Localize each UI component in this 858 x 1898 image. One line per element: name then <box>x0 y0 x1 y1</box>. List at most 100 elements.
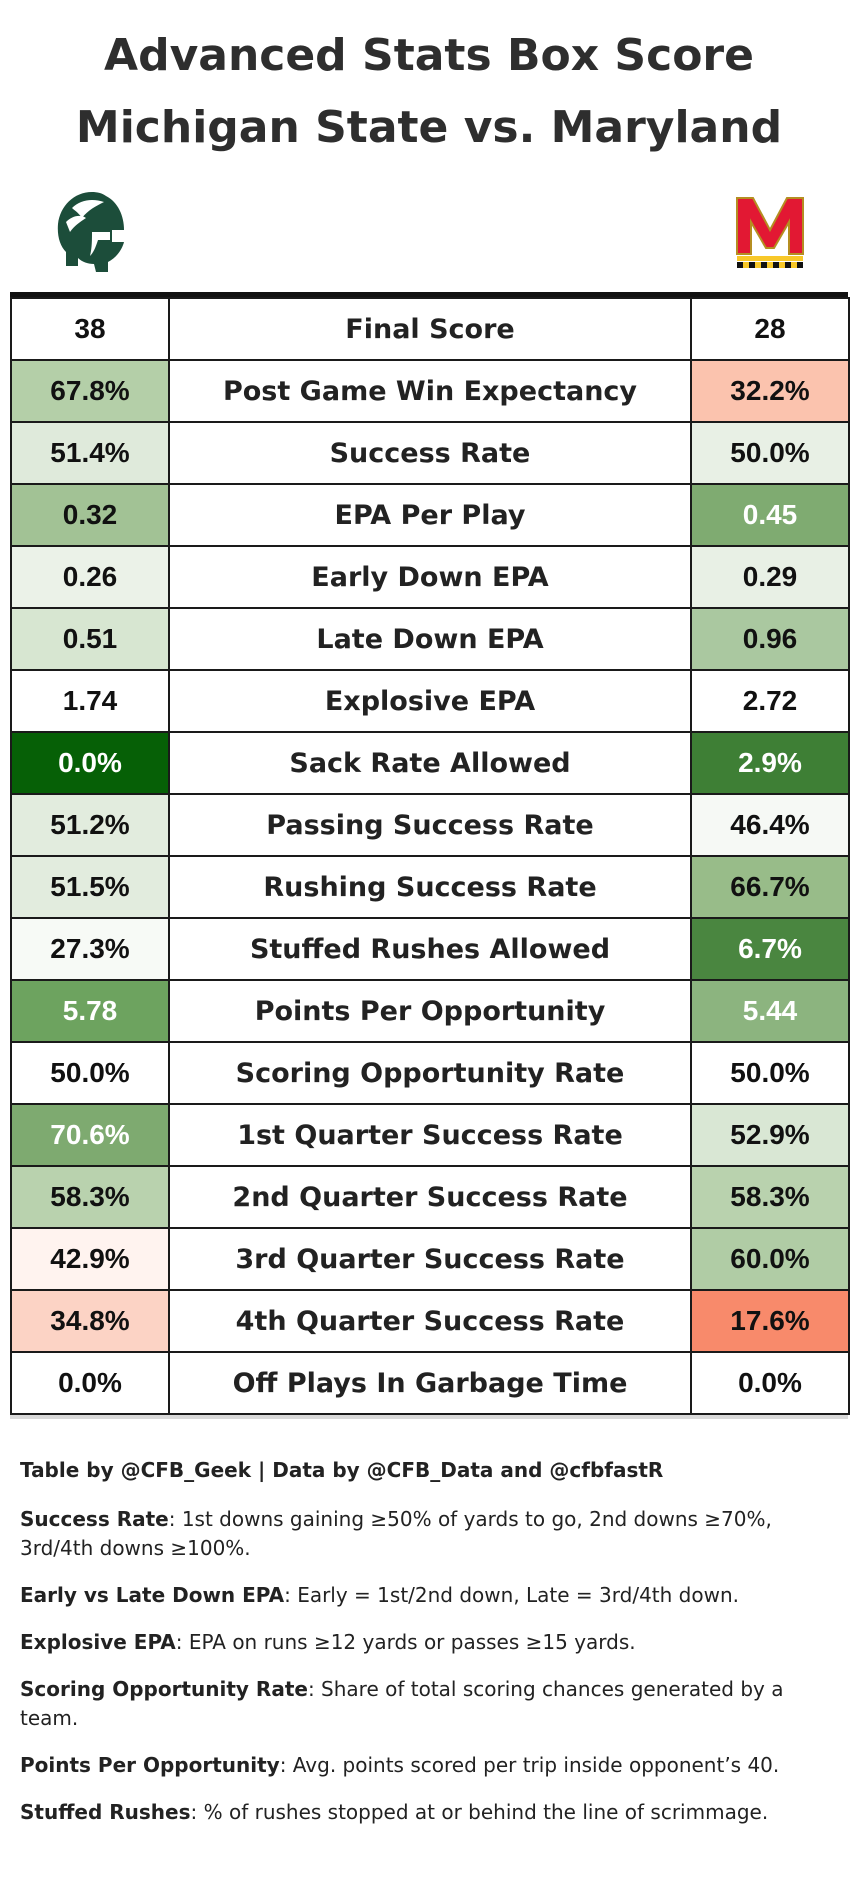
michigan-state-value: 0.51 <box>10 607 170 671</box>
maryland-value: 52.9% <box>690 1103 850 1167</box>
table-row: 27.3% Stuffed Rushes Allowed 6.7% <box>10 917 850 981</box>
stat-label: Success Rate <box>168 421 692 485</box>
table-row: 58.3% 2nd Quarter Success Rate 58.3% <box>10 1165 850 1229</box>
table-row: 0.0% Off Plays In Garbage Time 0.0% <box>10 1351 850 1415</box>
table-top-border <box>10 292 848 297</box>
stat-label: Early Down EPA <box>168 545 692 609</box>
maryland-value: 28 <box>690 297 850 361</box>
table-bottom-border <box>10 1415 848 1419</box>
stat-label: 1st Quarter Success Rate <box>168 1103 692 1167</box>
maryland-value: 0.96 <box>690 607 850 671</box>
stat-label: Late Down EPA <box>168 607 692 671</box>
maryland-value: 60.0% <box>690 1227 850 1291</box>
michigan-state-value: 51.2% <box>10 793 170 857</box>
michigan-state-value: 67.8% <box>10 359 170 423</box>
stats-table-body: 38 Final Score 28 67.8% Post Game Win Expect… <box>10 297 850 1415</box>
stat-label: 2nd Quarter Success Rate <box>168 1165 692 1229</box>
michigan-state-value: 51.4% <box>10 421 170 485</box>
definition-item: Stuffed Rushes: % of rushes stopped at o… <box>20 1798 838 1827</box>
table-row: 70.6% 1st Quarter Success Rate 52.9% <box>10 1103 850 1167</box>
table-row: 1.74 Explosive EPA 2.72 <box>10 669 850 733</box>
definition-text: : Early = 1st/2nd down, Late = 3rd/4th d… <box>284 1583 739 1607</box>
definition-term: Early vs Late Down EPA <box>20 1583 285 1607</box>
maryland-value: 46.4% <box>690 793 850 857</box>
maryland-value: 6.7% <box>690 917 850 981</box>
maryland-value: 17.6% <box>690 1289 850 1353</box>
stat-label: Points Per Opportunity <box>168 979 692 1043</box>
maryland-value: 5.44 <box>690 979 850 1043</box>
title-line-1: Advanced Stats Box Score <box>104 30 754 81</box>
definition-term: Success Rate <box>20 1507 169 1531</box>
maryland-value: 0.29 <box>690 545 850 609</box>
stat-label: Passing Success Rate <box>168 793 692 857</box>
michigan-state-value: 1.74 <box>10 669 170 733</box>
stats-table-wrapper: 38 Final Score 28 67.8% Post Game Win Expect… <box>10 292 850 1419</box>
maryland-value: 32.2% <box>690 359 850 423</box>
maryland-value: 2.9% <box>690 731 850 795</box>
stat-label: Final Score <box>168 297 692 361</box>
definition-term: Scoring Opportunity Rate <box>20 1677 308 1701</box>
table-row: 51.2% Passing Success Rate 46.4% <box>10 793 850 857</box>
definition-item: Success Rate: 1st downs gaining ≥50% of … <box>20 1505 838 1563</box>
michigan-state-value: 38 <box>10 297 170 361</box>
definition-term: Explosive EPA <box>20 1630 176 1654</box>
definition-text: : % of rushes stopped at or behind the l… <box>190 1800 769 1824</box>
michigan-state-value: 0.0% <box>10 1351 170 1415</box>
maryland-value: 50.0% <box>690 1041 850 1105</box>
michigan-state-value: 0.26 <box>10 545 170 609</box>
table-row: 42.9% 3rd Quarter Success Rate 60.0% <box>10 1227 850 1291</box>
table-row: 51.4% Success Rate 50.0% <box>10 421 850 485</box>
stat-label: Post Game Win Expectancy <box>168 359 692 423</box>
footnotes: Table by @CFB_Geek | Data by @CFB_Data a… <box>20 1456 838 1845</box>
definition-text: : EPA on runs ≥12 yards or passes ≥15 ya… <box>175 1630 636 1654</box>
title-line-2: Michigan State vs. Maryland <box>75 102 783 153</box>
table-row: 50.0% Scoring Opportunity Rate 50.0% <box>10 1041 850 1105</box>
stat-label: Explosive EPA <box>168 669 692 733</box>
table-row: 51.5% Rushing Success Rate 66.7% <box>10 855 850 919</box>
maryland-m-icon <box>736 197 804 268</box>
stat-label: Stuffed Rushes Allowed <box>168 917 692 981</box>
definition-text: : Share of total scoring chances generat… <box>20 1677 784 1730</box>
table-row: 34.8% 4th Quarter Success Rate 17.6% <box>10 1289 850 1353</box>
maryland-value: 50.0% <box>690 421 850 485</box>
definition-text: : 1st downs gaining ≥50% of yards to go,… <box>20 1507 772 1560</box>
maryland-value: 0.45 <box>690 483 850 547</box>
stat-label: 3rd Quarter Success Rate <box>168 1227 692 1291</box>
table-row: 0.0% Sack Rate Allowed 2.9% <box>10 731 850 795</box>
definition-item: Scoring Opportunity Rate: Share of total… <box>20 1675 838 1733</box>
definition-item: Early vs Late Down EPA: Early = 1st/2nd … <box>20 1581 838 1610</box>
table-row: 0.26 Early Down EPA 0.29 <box>10 545 850 609</box>
michigan-state-value: 51.5% <box>10 855 170 919</box>
team-logos <box>0 170 858 290</box>
header: Advanced Stats Box Score Michigan State … <box>0 0 858 170</box>
credit-line: Table by @CFB_Geek | Data by @CFB_Data a… <box>20 1458 664 1482</box>
michigan-state-value: 58.3% <box>10 1165 170 1229</box>
definition-term: Points Per Opportunity <box>20 1753 280 1777</box>
table-row: 38 Final Score 28 <box>10 297 850 361</box>
stat-label: EPA Per Play <box>168 483 692 547</box>
maryland-value: 2.72 <box>690 669 850 733</box>
michigan-state-value: 0.0% <box>10 731 170 795</box>
michigan-state-value: 70.6% <box>10 1103 170 1167</box>
stat-label: Scoring Opportunity Rate <box>168 1041 692 1105</box>
table-row: 0.32 EPA Per Play 0.45 <box>10 483 850 547</box>
stats-table: 38 Final Score 28 67.8% Post Game Win Expect… <box>10 297 850 1415</box>
spartan-helmet-icon <box>57 192 124 272</box>
stat-label: 4th Quarter Success Rate <box>168 1289 692 1353</box>
maryland-value: 66.7% <box>690 855 850 919</box>
table-row: 5.78 Points Per Opportunity 5.44 <box>10 979 850 1043</box>
maryland-value: 58.3% <box>690 1165 850 1229</box>
michigan-state-value: 42.9% <box>10 1227 170 1291</box>
definition-item: Explosive EPA: EPA on runs ≥12 yards or … <box>20 1628 838 1657</box>
definition-term: Stuffed Rushes <box>20 1800 191 1824</box>
table-row: 0.51 Late Down EPA 0.96 <box>10 607 850 671</box>
michigan-state-value: 27.3% <box>10 917 170 981</box>
michigan-state-value: 50.0% <box>10 1041 170 1105</box>
definition-item: Points Per Opportunity: Avg. points scor… <box>20 1751 838 1780</box>
definition-text: : Avg. points scored per trip inside opp… <box>279 1753 780 1777</box>
stat-label: Sack Rate Allowed <box>168 731 692 795</box>
michigan-state-value: 0.32 <box>10 483 170 547</box>
stat-label: Rushing Success Rate <box>168 855 692 919</box>
michigan-state-value: 34.8% <box>10 1289 170 1353</box>
michigan-state-value: 5.78 <box>10 979 170 1043</box>
